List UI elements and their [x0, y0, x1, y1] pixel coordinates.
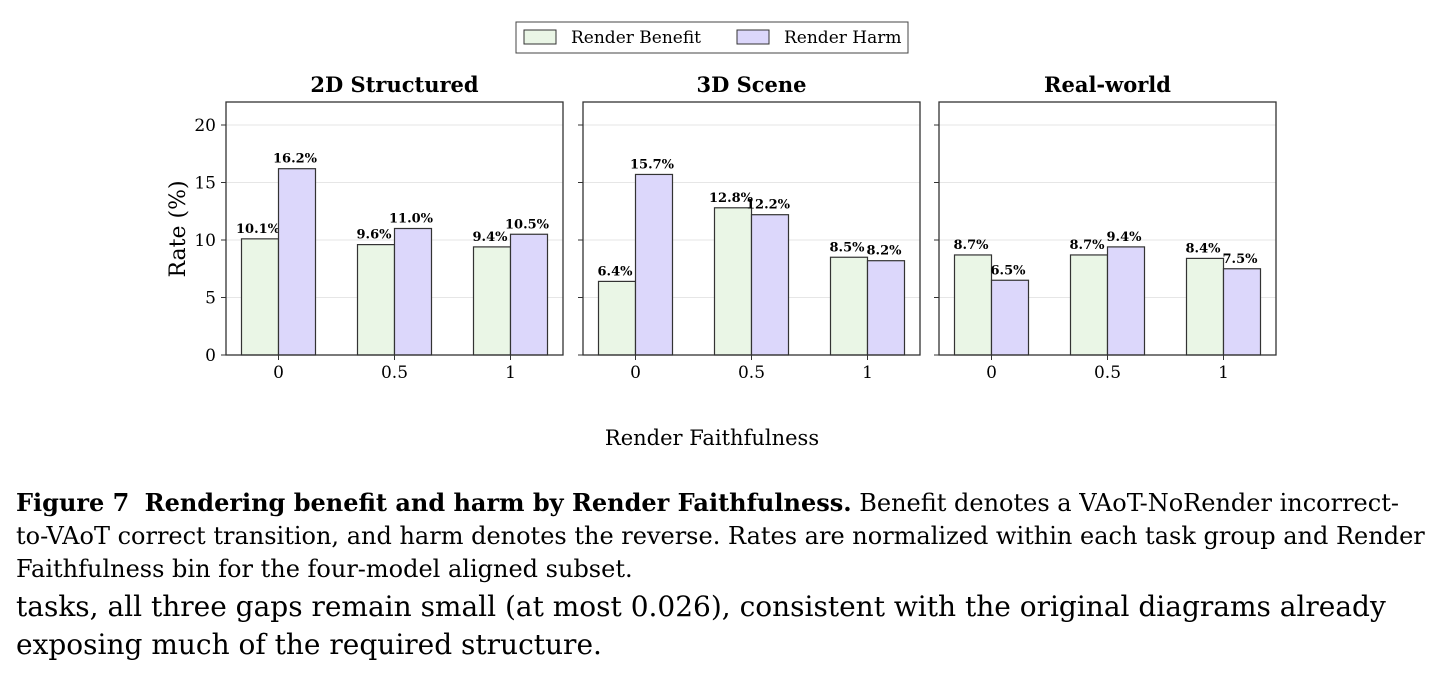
caption-text: Benefit denotes a VAoT-NoRender incorrec… [16, 489, 1425, 583]
y-tick-label: 10 [194, 231, 216, 251]
x-tick-label: 0 [986, 363, 997, 383]
y-axis-label: Rate (%) [166, 180, 191, 277]
bar-harm [990, 279, 1030, 356]
chart-legend: Render Benefit Render Harm [515, 21, 909, 54]
x-tick-label: 0 [630, 363, 641, 383]
legend-swatch-benefit [523, 29, 557, 45]
data-label: 12.2% [746, 198, 791, 213]
data-label: 15.7% [630, 157, 675, 172]
body-paragraph: tasks, all three gaps remain small (at m… [16, 590, 1386, 661]
caption-title: Rendering benefit and harm by Render Fai… [144, 488, 852, 517]
figure-caption: Figure 7 Rendering benefit and harm by R… [16, 486, 1428, 586]
data-label: 9.4% [473, 230, 509, 245]
data-label: 10.5% [505, 217, 550, 232]
panel-1: 10.1% 9.6% 9.4% 16.2% 11.0% 10.5% 2D Structure… [194, 72, 564, 383]
data-label: 8.7% [954, 238, 990, 253]
data-label: 10.1% [236, 222, 281, 237]
bar-benefit [713, 207, 753, 356]
panel-title: 2D Structured [310, 72, 479, 97]
bar-chart-figure: Render Benefit Render Harm Rate (%) Rend… [166, 21, 1277, 450]
chart-panels: 10.1% 9.6% 9.4% 16.2% 11.0% 10.5% 2D Structure… [194, 72, 1277, 383]
panel-title: Real-world [1044, 72, 1171, 97]
x-tick-label: 0.5 [381, 363, 408, 383]
bar-benefit [1185, 257, 1225, 356]
panel-title: 3D Scene [696, 72, 806, 97]
data-label: 9.6% [357, 228, 393, 243]
data-label: 16.2% [273, 152, 318, 167]
x-tick-label: 0.5 [738, 363, 765, 383]
bar-harm [277, 168, 317, 356]
x-tick-label: 1 [1218, 363, 1229, 383]
bar-harm [1222, 268, 1262, 356]
y-tick-label: 20 [194, 116, 216, 136]
x-tick-label: 1 [862, 363, 873, 383]
data-label: 8.7% [1070, 238, 1106, 253]
bar-benefit [829, 256, 869, 356]
legend-label-harm: Render Harm [784, 28, 902, 48]
bar-harm [634, 173, 674, 356]
x-axis-label: Render Faithfulness [605, 426, 819, 450]
bar-benefit [356, 244, 396, 356]
data-label: 9.4% [1107, 230, 1143, 245]
bar-benefit [472, 246, 512, 356]
legend-frame [515, 21, 909, 54]
y-tick-label: 0 [205, 346, 216, 366]
data-label: 8.4% [1186, 241, 1222, 256]
legend-label-benefit: Render Benefit [571, 28, 701, 48]
bar-benefit [1069, 254, 1109, 356]
bar-benefit [597, 280, 637, 356]
data-label: 6.4% [598, 264, 634, 279]
bar-benefit [240, 238, 280, 356]
legend-swatch-harm [736, 29, 770, 45]
data-label: 8.2% [867, 244, 903, 259]
data-label: 7.5% [1223, 252, 1259, 267]
y-tick-label: 15 [194, 174, 216, 194]
panel-3: 8.7% 8.7% 8.4% 6.5% 9.4% 7.5% Real-world 0 0.5 1 [934, 72, 1277, 383]
y-tick-label: 5 [205, 289, 216, 309]
bar-benefit [953, 254, 993, 356]
data-label: 8.5% [830, 240, 866, 255]
x-tick-label: 0 [273, 363, 284, 383]
bar-harm [750, 214, 790, 356]
bar-harm [1106, 246, 1146, 356]
data-label: 12.8% [709, 191, 754, 206]
caption-figure-number: Figure 7 [16, 488, 130, 517]
bar-harm [393, 227, 433, 356]
data-label: 6.5% [991, 263, 1027, 278]
data-label: 11.0% [389, 212, 434, 227]
bar-harm [866, 260, 906, 356]
x-tick-label: 0.5 [1094, 363, 1121, 383]
x-tick-label: 1 [505, 363, 516, 383]
panel-2: 6.4% 12.8% 8.5% 15.7% 12.2% 8.2% 3D Scene 0 0.5 1 [578, 72, 921, 383]
bar-harm [509, 233, 549, 356]
